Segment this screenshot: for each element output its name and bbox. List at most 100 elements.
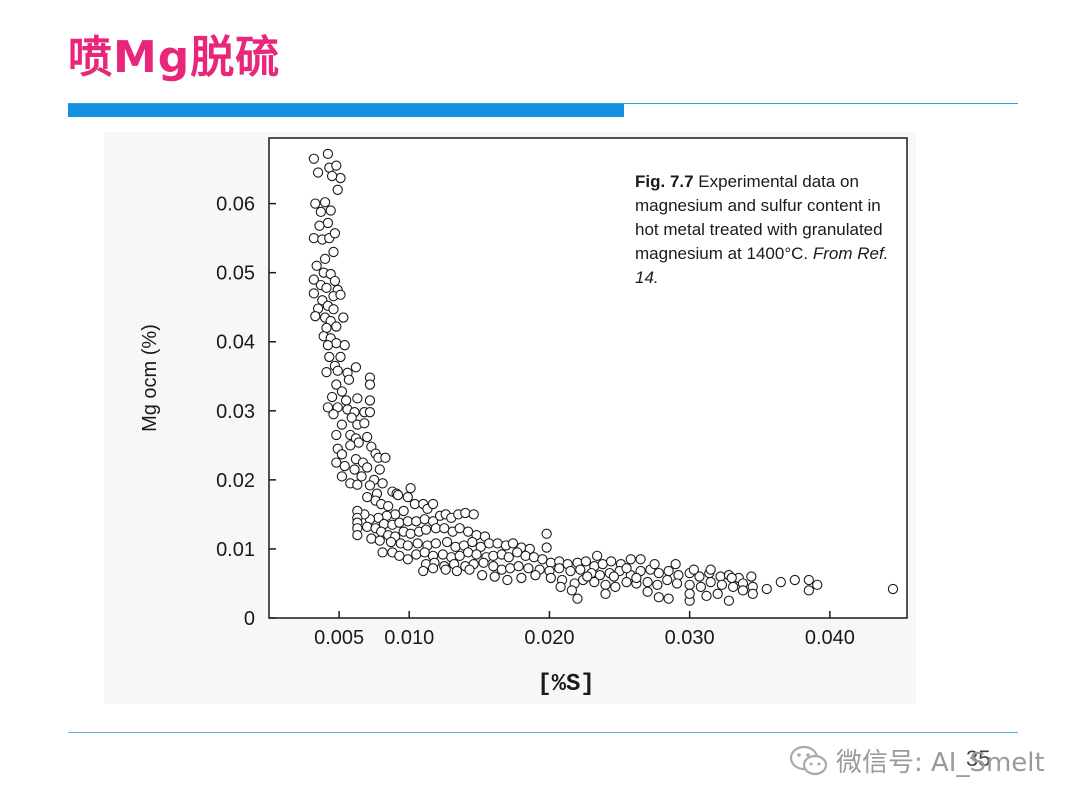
data-point [671, 578, 683, 589]
data-point [530, 570, 541, 581]
data-point [322, 148, 334, 160]
data-point [329, 275, 341, 287]
data-point [635, 554, 646, 565]
x-tick-label: 0.030 [665, 627, 715, 649]
data-point [705, 564, 716, 575]
data-point [663, 593, 674, 604]
data-point [380, 452, 391, 463]
data-point [336, 386, 348, 397]
data-point [343, 374, 355, 385]
data-point [663, 565, 674, 577]
data-point [545, 572, 556, 584]
data-point [746, 571, 757, 582]
data-point [451, 565, 463, 577]
data-point [331, 337, 342, 349]
data-point [328, 246, 339, 258]
y-tick-label: 0.02 [216, 470, 255, 492]
y-tick-label: 0.05 [216, 263, 255, 285]
data-point [545, 557, 556, 568]
data-point [600, 588, 611, 599]
data-point [340, 395, 352, 406]
data-point [462, 526, 474, 537]
data-point [502, 574, 513, 586]
data-point [594, 570, 606, 581]
data-point [712, 588, 723, 599]
data-point [642, 576, 653, 588]
watermark: 微信号: AI_Smelt [788, 742, 1045, 779]
data-point [631, 572, 642, 584]
x-tick-label: 0.005 [314, 627, 364, 649]
data-point [310, 198, 321, 209]
wechat-icon [788, 744, 830, 778]
data-point [694, 571, 705, 582]
data-point [412, 538, 423, 549]
data-point [427, 498, 439, 510]
data-point [331, 457, 342, 468]
data-point [335, 351, 346, 363]
data-point [383, 500, 394, 512]
data-point [460, 507, 471, 519]
data-point [392, 489, 404, 501]
title-accent-bar [68, 104, 624, 117]
data-point [468, 509, 479, 520]
data-point [362, 462, 373, 473]
data-point [335, 289, 346, 300]
y-tick-label: 0 [244, 608, 255, 630]
figure-caption: Fig. 7.7 Experimental data on magnesium … [635, 170, 895, 290]
data-point [328, 304, 339, 315]
data-point [325, 205, 336, 216]
data-point [377, 547, 388, 558]
x-axis-ticks: 0.005 0.010 0.020 0.030 0.040 [314, 611, 855, 649]
data-point [352, 393, 363, 404]
data-point [364, 407, 376, 418]
data-point [789, 574, 800, 586]
data-point [653, 592, 664, 603]
data-point [478, 557, 489, 568]
data-point [321, 282, 332, 294]
data-points [308, 148, 899, 606]
data-point [488, 561, 499, 572]
data-point [608, 571, 620, 582]
data-point [319, 197, 331, 208]
data-point [541, 528, 552, 539]
data-point [331, 160, 342, 171]
data-point [688, 564, 700, 575]
data-point [589, 576, 600, 588]
data-point [326, 391, 338, 403]
data-point [513, 561, 524, 572]
data-point [591, 550, 603, 561]
data-point [621, 576, 632, 588]
data-point [338, 312, 349, 323]
data-point [331, 379, 342, 390]
data-point [430, 538, 442, 549]
data-point [775, 576, 786, 588]
data-point [597, 558, 608, 570]
data-point [308, 153, 320, 164]
data-point [642, 586, 653, 597]
data-point [705, 576, 716, 588]
x-tick-label: 0.020 [524, 627, 574, 649]
data-point [580, 556, 592, 567]
data-point [528, 552, 540, 563]
data-point [887, 583, 899, 595]
data-point [803, 574, 814, 586]
data-point [673, 570, 684, 581]
data-point [308, 288, 320, 299]
data-point [670, 558, 681, 570]
data-point [339, 460, 350, 472]
data-point [336, 471, 348, 482]
data-point [329, 228, 341, 239]
data-point [346, 412, 357, 423]
data-point [374, 535, 385, 546]
data-point [541, 542, 552, 553]
data-point [402, 491, 413, 503]
data-point [520, 550, 531, 561]
data-point [649, 558, 660, 570]
data-point [507, 538, 519, 549]
data-point [331, 429, 342, 441]
slide-title: 喷Mg脱硫 [68, 32, 281, 83]
data-point [662, 574, 673, 586]
data-point [359, 418, 370, 429]
data-point [322, 217, 334, 229]
